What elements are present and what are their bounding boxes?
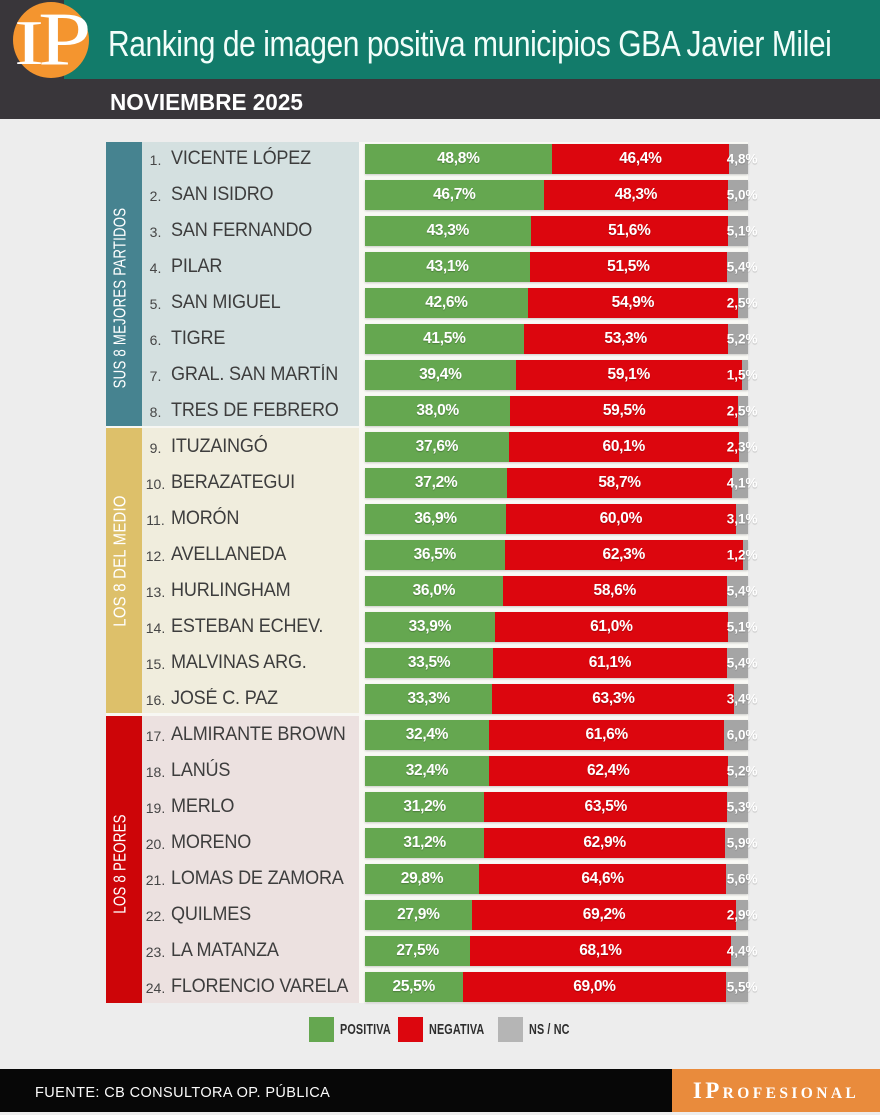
svg-text:P: P — [38, 2, 89, 78]
svg-text:I: I — [14, 7, 44, 77]
